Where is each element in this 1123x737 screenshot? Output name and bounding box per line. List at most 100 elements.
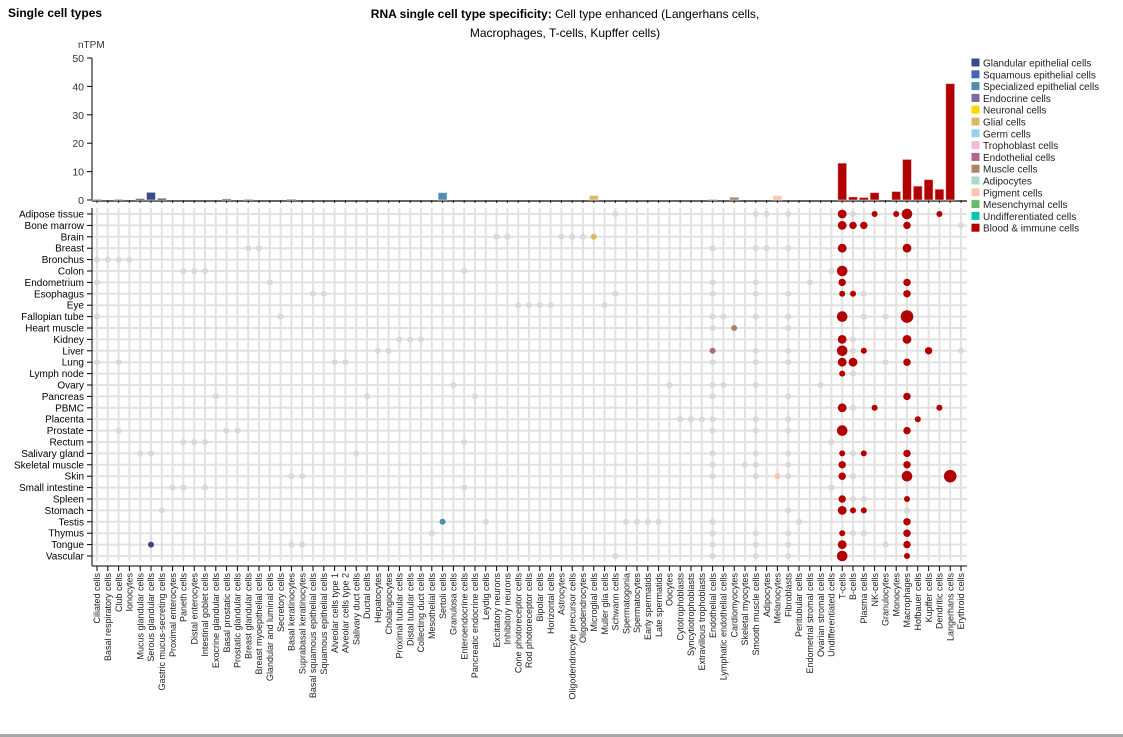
- dot-testis-endothelial-cells: [709, 518, 716, 525]
- y-tick-label: 40: [72, 81, 84, 93]
- dot-testis-late-spermatids: [655, 518, 662, 525]
- bar-b-cells: [848, 196, 858, 201]
- cell-type-label: Undifferentiated cells: [827, 573, 837, 657]
- tissue-label: Adipose tissue: [19, 210, 84, 221]
- tissue-label: Fallopian tube: [21, 312, 84, 323]
- dot-salivary-gland-endothelial-cells: [709, 450, 716, 457]
- dot-tongue-macrophages: [903, 540, 911, 549]
- dot-pancreas-fibroblasts: [785, 393, 792, 400]
- dot-kidney-collecting-duct-cells: [418, 336, 424, 343]
- dot-testis-leydig-cells: [482, 518, 489, 525]
- dot-pancreas-macrophages: [903, 392, 911, 401]
- dot-colon-enteroendocrine-cells: [461, 268, 468, 274]
- cell-type-label: Oligodendrocyte precursor cells: [567, 573, 577, 700]
- tissue-label: Lung: [62, 358, 84, 369]
- dot-endometrium-t-cells: [838, 278, 846, 287]
- dot-adipose-tissue-smooth-muscle-cells: [752, 211, 759, 217]
- dot-salivary-gland-salivary-duct-cells: [353, 450, 360, 457]
- dot-brain-astrocytes: [558, 233, 565, 240]
- cell-type-label: Distal enterocytes: [189, 573, 199, 645]
- cell-type-label: Cardiomyocytes: [729, 573, 739, 638]
- bar-dendritic-cells: [934, 188, 945, 201]
- dot-liver-cholangiocytes: [385, 347, 392, 354]
- cell-type-label: Ductal cells: [362, 573, 372, 620]
- dot-brain-inhibitory-neurons: [504, 233, 511, 240]
- dot-fallopian-tube-ciliated-cells: [94, 313, 100, 320]
- dot-placenta-hofbauer-cells: [914, 416, 921, 423]
- horizontal-scrollbar[interactable]: [0, 734, 1123, 737]
- dot-stomach-plasma-cells: [860, 507, 867, 514]
- dot-lung-ciliated-cells: [94, 359, 100, 366]
- cell-type-label: Pancreatic endocrine cells: [470, 573, 480, 679]
- cell-type-label: Squamous epithelial cells: [319, 573, 329, 675]
- bar-t-cells: [837, 162, 848, 201]
- cell-type-label: Oligodendrocytes: [578, 573, 588, 644]
- dot-pbmc-b-cells: [850, 404, 856, 411]
- dot-eye-muller-glia-cells: [601, 302, 608, 309]
- bar-breast-glandular-cells: [243, 198, 254, 201]
- dot-brain-excitatory-neurons: [493, 233, 500, 240]
- chart-title: RNA single cell type specificity: Cell t…: [330, 5, 800, 43]
- tissue-label: Heart muscle: [25, 324, 84, 335]
- dot-kidney-distal-tubular-cells: [407, 336, 414, 343]
- legend-swatch: [970, 57, 981, 68]
- dot-tongue-smooth-muscle-cells: [752, 541, 759, 548]
- dot-thymus-fibroblasts: [785, 530, 792, 537]
- cell-type-label: Adipocytes: [762, 573, 772, 618]
- cell-type-label: Lymphatic endothelial cells: [719, 573, 729, 681]
- dot-adipose-tissue-schwann-cells: [612, 211, 619, 217]
- dot-ovary-granulosa-cells: [450, 382, 457, 388]
- legend-label: Adipocytes: [983, 177, 1032, 188]
- dot-lung-fibroblasts: [785, 359, 792, 366]
- dot-salivary-gland-macrophages: [903, 449, 911, 458]
- cell-type-label: B-cells: [848, 573, 858, 601]
- dot-placenta-smooth-muscle-cells: [752, 416, 759, 423]
- legend-label: Trophoblast cells: [983, 141, 1058, 152]
- dot-prostate-fibroblasts: [785, 427, 792, 434]
- dot-skin-langerhans-cells: [943, 469, 957, 483]
- cell-type-label: Endometrial stromal cells: [805, 573, 815, 674]
- tissue-label: Salivary gland: [21, 449, 84, 460]
- dot-bone-marrow-t-cells: [837, 221, 847, 230]
- dot-testis-spermatocytes: [634, 518, 640, 525]
- dot-skeletal-muscle-macrophages: [903, 461, 911, 469]
- dot-esophagus-squamous-epithelial-cells: [320, 290, 327, 297]
- dot-rectum-enteroendocrine-cells: [461, 439, 468, 445]
- dot-prostate-basal-prostatic-cells: [223, 427, 230, 434]
- legend-label: Muscle cells: [983, 165, 1037, 176]
- dot-lung-macrophages: [903, 358, 911, 366]
- tissue-label: Stomach: [45, 506, 84, 517]
- chart-title-line2: Macrophages, T-cells, Kupffer cells): [469, 26, 661, 40]
- dot-thymus-plasma-cells: [860, 530, 867, 537]
- cell-type-label: Kupffer cells: [924, 573, 934, 623]
- dot-testis-early-spermatids: [644, 518, 651, 525]
- dot-skeletal-muscle-fibroblasts: [785, 461, 792, 468]
- cell-type-label: Spermatocytes: [632, 573, 642, 634]
- tissue-label: Placenta: [45, 415, 84, 426]
- legend-label: Blood & immune cells: [983, 224, 1079, 235]
- dot-liver-smooth-muscle-cells: [752, 347, 759, 354]
- dot-liver-erythroid-cells: [958, 347, 964, 354]
- bar-melanocytes: [772, 195, 783, 201]
- dot-vascular-t-cells: [836, 550, 848, 562]
- dot-breast-smooth-muscle-cells: [752, 245, 759, 252]
- dot-adipose-tissue-fibroblasts: [785, 211, 792, 217]
- cell-type-label: Plasma cells: [859, 573, 869, 624]
- dot-adipose-tissue-adipocytes: [763, 211, 770, 217]
- dot-skin-b-cells: [850, 473, 856, 480]
- dot-tongue-t-cells: [837, 540, 847, 549]
- dot-rectum-distal-enterocytes: [191, 439, 198, 445]
- dot-esophagus-schwann-cells: [612, 290, 619, 297]
- legend-swatch: [970, 163, 981, 174]
- tissue-label: Testis: [58, 517, 84, 528]
- dot-lung-smooth-muscle-cells: [752, 359, 759, 366]
- dot-lung-alveolar-cells-type-2: [342, 359, 349, 366]
- dot-fallopian-tube-endothelial-cells: [709, 313, 716, 320]
- cell-type-label: Club cells: [114, 573, 124, 613]
- dot-kidney-t-cells: [837, 335, 847, 344]
- bar-kupffer-cells: [923, 179, 934, 201]
- dot-skeletal-muscle-t-cells: [838, 461, 846, 469]
- dot-brain-oligodendrocytes: [580, 233, 586, 240]
- dot-thymus-macrophages: [903, 529, 911, 537]
- dot-salivary-gland-b-cells: [850, 450, 856, 457]
